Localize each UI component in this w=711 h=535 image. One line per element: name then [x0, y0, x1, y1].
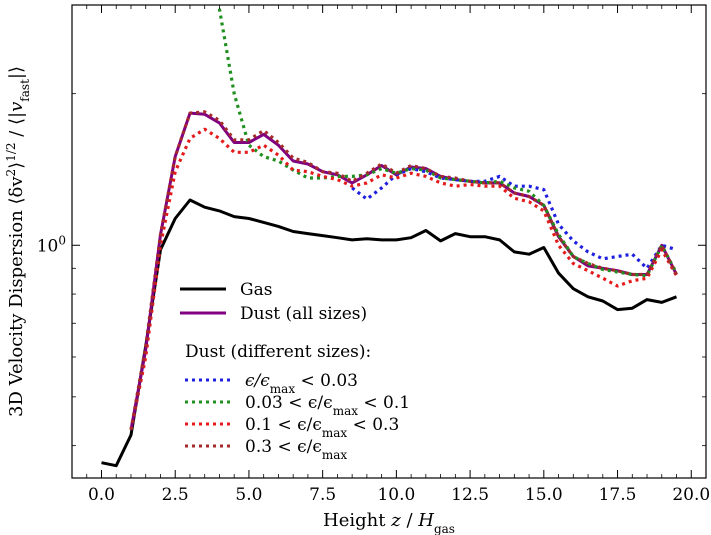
- legend: Gas Dust (all sizes) Dust (different siz…: [180, 280, 410, 462]
- x-tick-label: 20.0: [672, 485, 710, 505]
- legend-size-2-label: 0.03 < ϵ/ϵmax < 0.1: [245, 393, 410, 418]
- legend-gas-label: Gas: [240, 280, 272, 300]
- series-layer: [101, 8, 678, 468]
- y-tick-label: 100: [37, 233, 66, 256]
- y-axis-label: 3D Velocity Dispersion ⟨δv2⟩1/2 / ⟨|vfas…: [4, 66, 32, 417]
- series-line-4: [129, 127, 678, 431]
- x-tick-label: 2.5: [162, 485, 189, 505]
- plot-frame: [71, 4, 707, 479]
- x-tick-label: 10.0: [377, 485, 415, 505]
- series-line-5: [129, 110, 678, 431]
- series-line-0: [101, 198, 678, 468]
- series-line-1: [129, 111, 678, 431]
- x-tick-label: 5.0: [235, 485, 262, 505]
- x-tick-label: 12.5: [451, 485, 489, 505]
- legend-dust-all-label: Dust (all sizes): [240, 304, 367, 324]
- x-tick-label: 15.0: [525, 485, 563, 505]
- legend-size-3-label: 0.1 < ϵ/ϵmax < 0.3: [245, 415, 399, 440]
- x-tick-label: 17.5: [599, 485, 637, 505]
- legend-size-1-label: ϵ/ϵmax < 0.03: [245, 371, 358, 396]
- x-axis-label: Height z / Hgas: [323, 510, 455, 535]
- legend-subtitle: Dust (different sizes):: [185, 342, 371, 362]
- x-tick-label: 0.0: [88, 485, 115, 505]
- x-tick-label: 7.5: [309, 485, 336, 505]
- legend-size-4-label: 0.3 < ϵ/ϵmax: [245, 437, 347, 462]
- ticks-layer: 0.0 2.5 5.0 7.5 10.0 12.5 15.0 17.5 20.0 100: [37, 4, 710, 505]
